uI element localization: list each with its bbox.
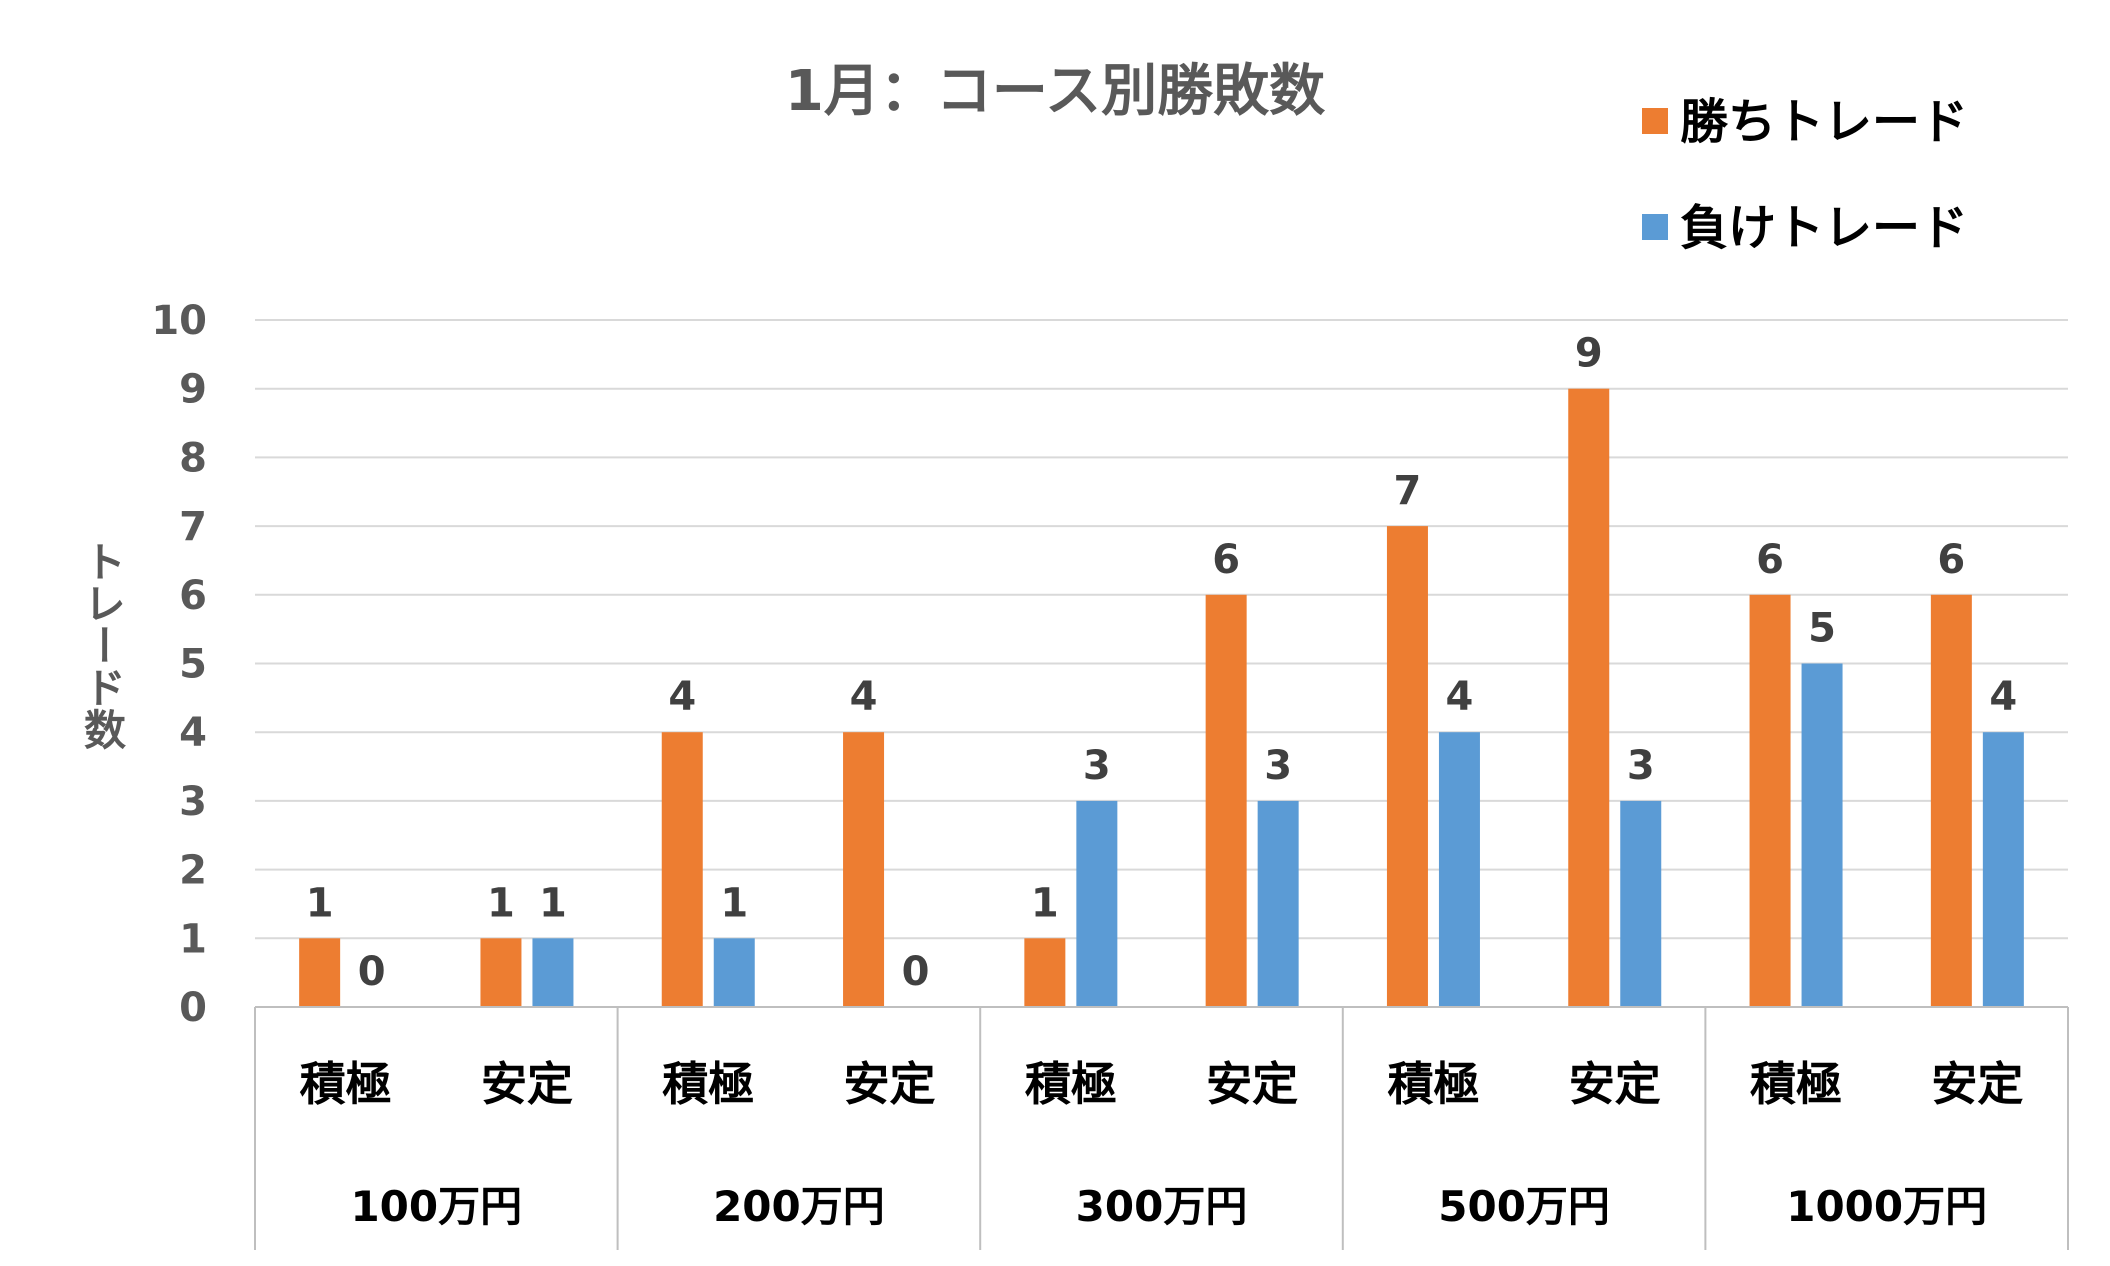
bar-loss bbox=[1438, 732, 1480, 1007]
bar-win bbox=[661, 732, 703, 1007]
data-label: 4 bbox=[668, 674, 696, 720]
bar-loss bbox=[1801, 663, 1843, 1007]
data-label: 3 bbox=[1083, 743, 1111, 789]
x-category-label: 安定 bbox=[1931, 1057, 2023, 1111]
legend: 勝ちトレード 負けトレード bbox=[1642, 94, 1968, 256]
x-category-label: 積極 bbox=[1750, 1057, 1842, 1111]
y-tick-label: 1 bbox=[179, 916, 207, 962]
bar-loss bbox=[1982, 732, 2024, 1007]
bar-loss bbox=[1257, 800, 1299, 1007]
data-label: 4 bbox=[1446, 674, 1474, 720]
data-label: 1 bbox=[487, 880, 515, 926]
x-category-label: 積極 bbox=[1025, 1057, 1117, 1111]
x-group-label: 300万円 bbox=[1076, 1182, 1248, 1231]
gridlines bbox=[255, 319, 2068, 940]
data-label: 1 bbox=[1031, 880, 1059, 926]
legend-swatch-win bbox=[1642, 108, 1668, 134]
data-label: 1 bbox=[539, 880, 567, 926]
y-tick-label: 10 bbox=[151, 298, 207, 344]
x-group-label: 200万円 bbox=[713, 1182, 885, 1231]
x-group-label: 100万円 bbox=[350, 1182, 522, 1231]
bar-win bbox=[1930, 594, 1972, 1007]
y-axis-label: トレード数 bbox=[78, 540, 127, 750]
bar-win bbox=[1568, 388, 1610, 1007]
bar-loss bbox=[1620, 800, 1662, 1007]
data-label: 4 bbox=[1989, 674, 2017, 720]
data-label: 7 bbox=[1394, 468, 1422, 514]
x-category-label: 積極 bbox=[300, 1057, 392, 1111]
x-category-label: 安定 bbox=[481, 1057, 573, 1111]
bar-win bbox=[299, 938, 341, 1007]
x-group-label: 500万円 bbox=[1438, 1182, 1610, 1231]
x-category-label: 積極 bbox=[662, 1057, 754, 1111]
legend-swatch-loss bbox=[1642, 214, 1668, 240]
data-label: 5 bbox=[1808, 606, 1836, 652]
y-axis-ticks: 0 1 2 3 4 5 6 7 8 9 10 bbox=[151, 298, 207, 1031]
data-label: 3 bbox=[1627, 743, 1655, 789]
bar-loss bbox=[532, 938, 574, 1007]
legend-label-win: 勝ちトレード bbox=[1680, 94, 1968, 150]
x-category-label: 安定 bbox=[844, 1057, 936, 1111]
x-category-label: 積極 bbox=[1387, 1057, 1479, 1111]
data-label: 6 bbox=[1756, 537, 1784, 583]
y-tick-label: 6 bbox=[179, 573, 207, 619]
bar-win bbox=[1386, 526, 1428, 1007]
bar-loss bbox=[713, 938, 755, 1007]
bar-win bbox=[1749, 594, 1791, 1007]
x-category-label: 安定 bbox=[1206, 1057, 1298, 1111]
y-tick-label: 7 bbox=[179, 504, 207, 550]
data-label: 0 bbox=[358, 949, 386, 995]
legend-label-loss: 負けトレード bbox=[1680, 200, 1968, 256]
bar-loss bbox=[1076, 800, 1118, 1007]
data-label: 6 bbox=[1212, 537, 1240, 583]
bar-win bbox=[1205, 594, 1247, 1007]
y-tick-label: 0 bbox=[179, 985, 207, 1031]
x-axis: 積極 安定 積極 安定 積極 安定 積極 安定 積極 安定 100万円 200万円 300万円 500万円… bbox=[254, 1006, 2069, 1250]
data-label: 6 bbox=[1937, 537, 1965, 583]
data-label: 3 bbox=[1264, 743, 1292, 789]
y-tick-label: 9 bbox=[179, 367, 207, 413]
x-category-label: 安定 bbox=[1569, 1057, 1661, 1111]
x-group-label: 1000万円 bbox=[1786, 1182, 1987, 1231]
data-label: 4 bbox=[850, 674, 878, 720]
y-tick-label: 5 bbox=[179, 642, 207, 688]
data-label: 9 bbox=[1575, 331, 1603, 377]
data-label: 0 bbox=[902, 949, 930, 995]
y-tick-label: 8 bbox=[179, 435, 207, 481]
data-label: 1 bbox=[306, 880, 334, 926]
bars bbox=[299, 388, 2024, 1007]
y-tick-label: 4 bbox=[179, 710, 207, 756]
bar-win bbox=[1024, 938, 1066, 1007]
chart-title: 1月：コース別勝敗数 bbox=[785, 59, 1325, 124]
bar-win bbox=[480, 938, 522, 1007]
y-tick-label: 2 bbox=[179, 848, 207, 894]
y-tick-label: 3 bbox=[179, 779, 207, 825]
data-label: 1 bbox=[720, 880, 748, 926]
bar-win bbox=[843, 732, 885, 1007]
